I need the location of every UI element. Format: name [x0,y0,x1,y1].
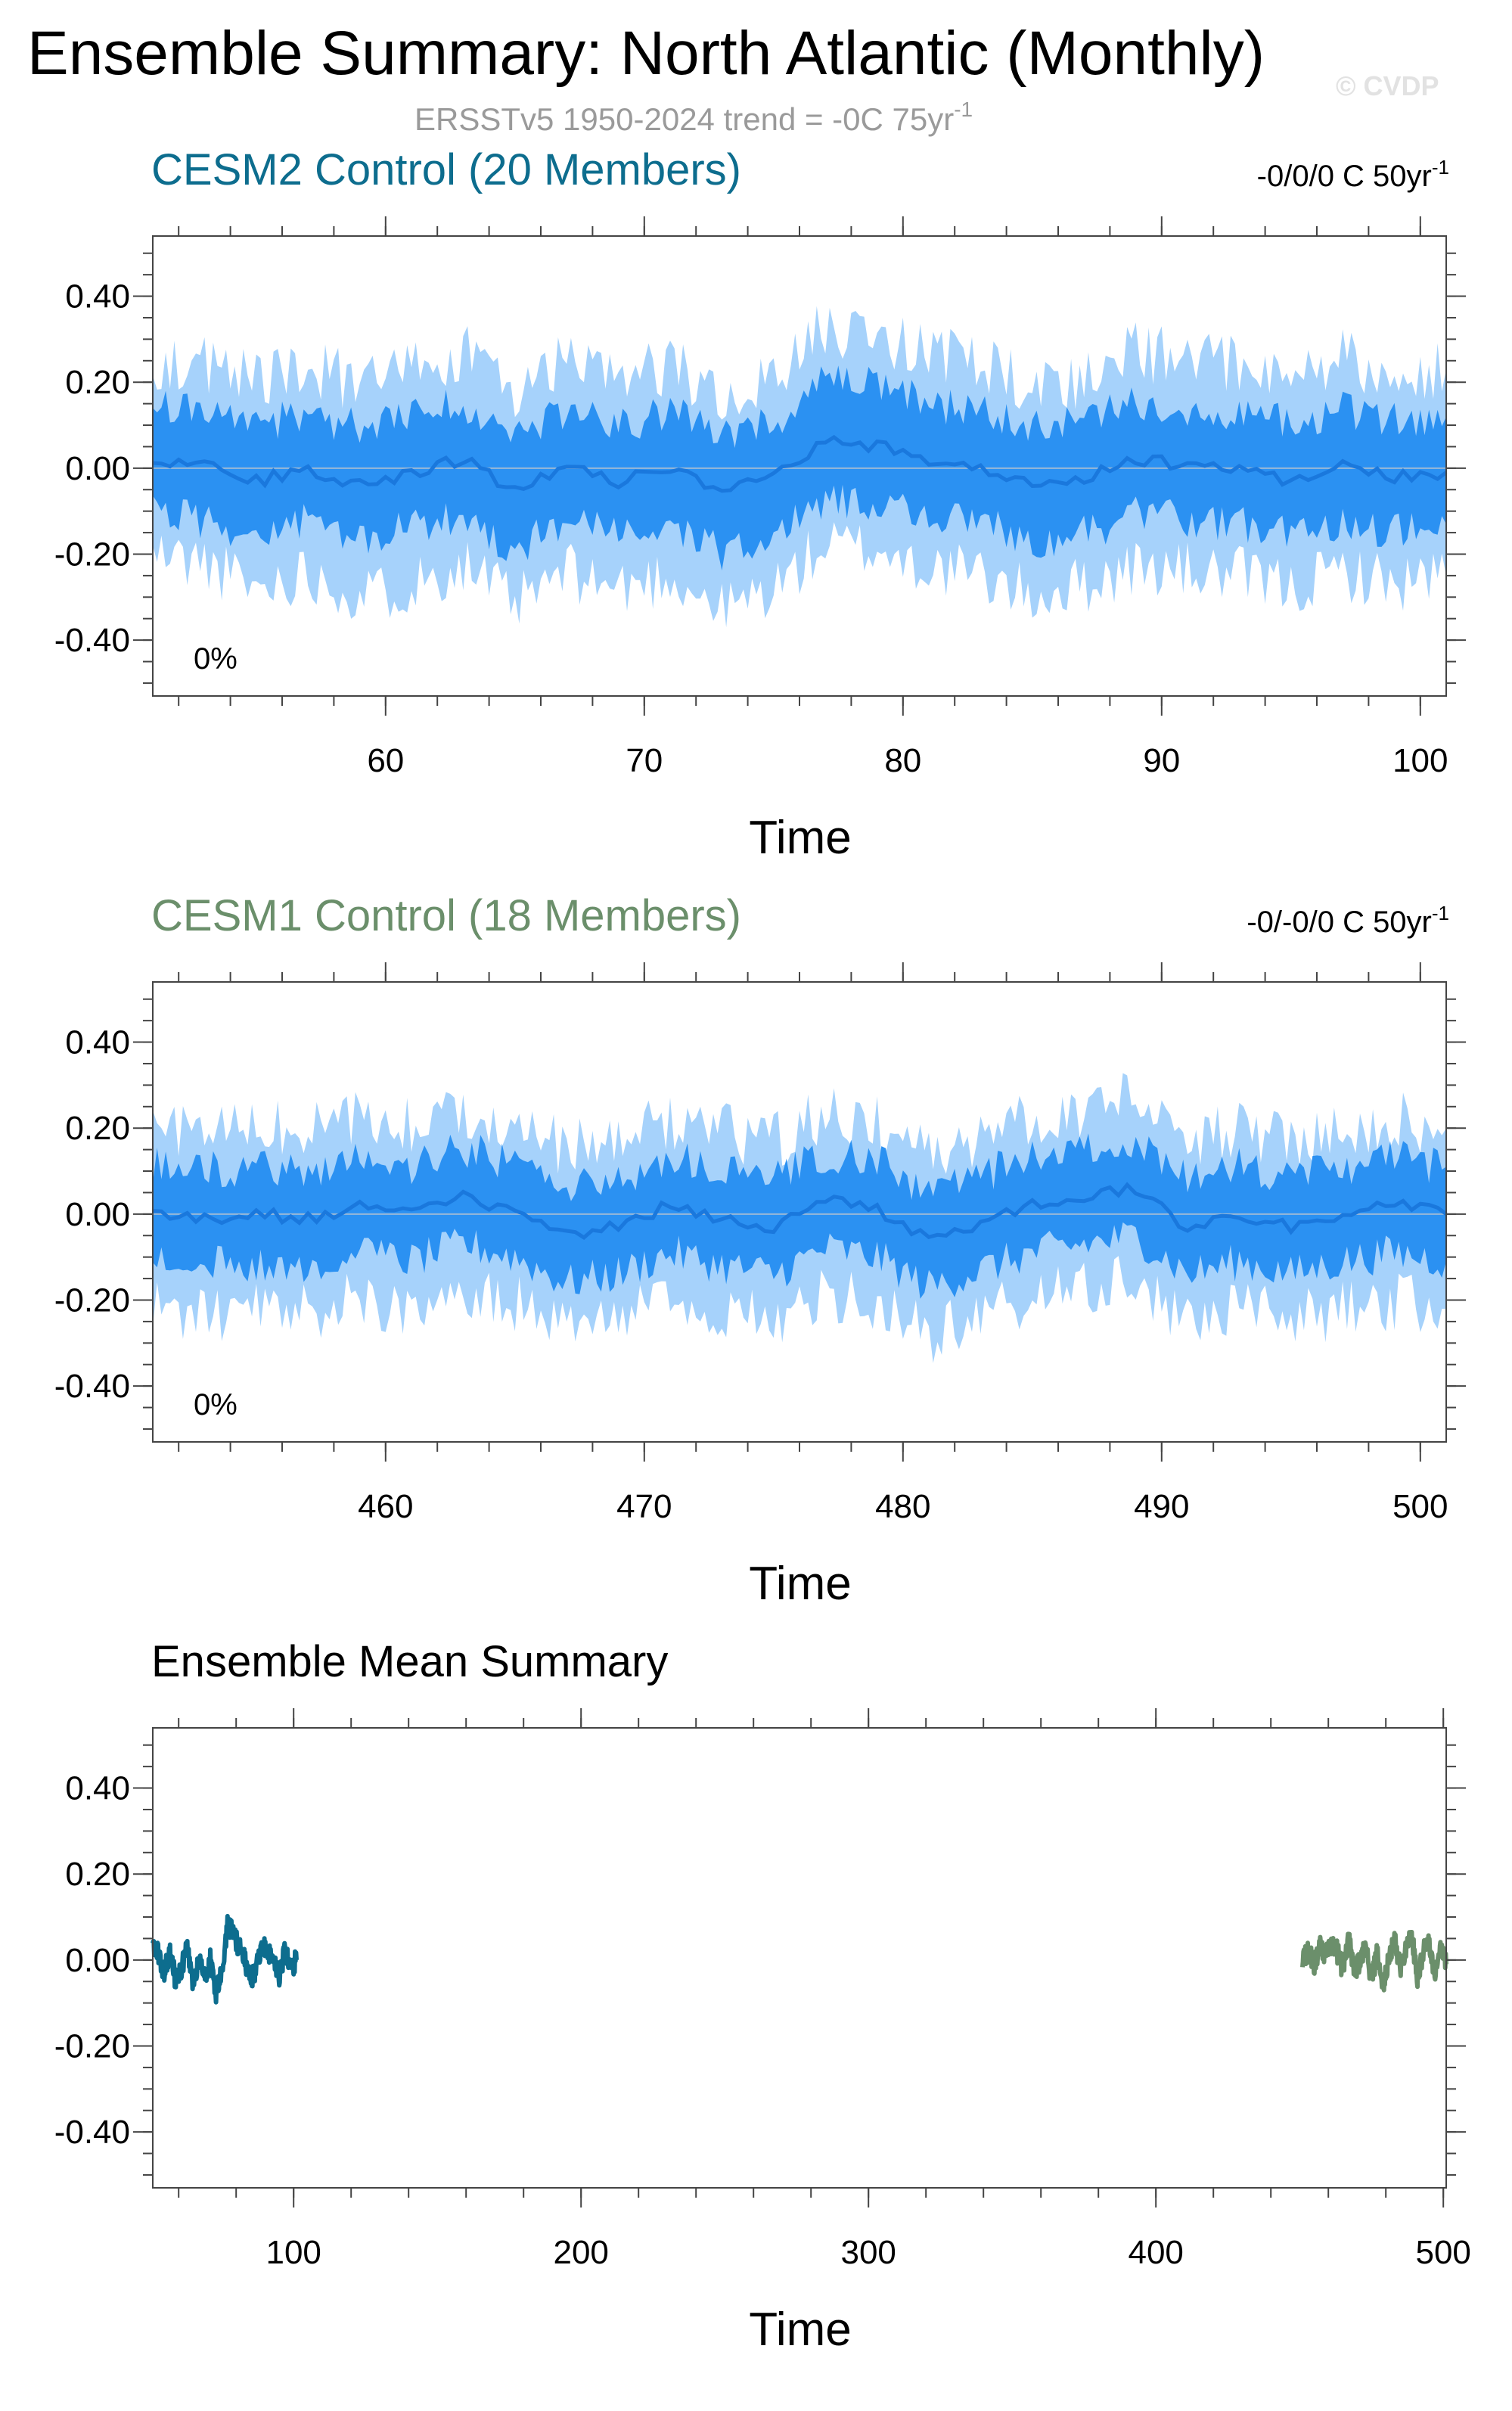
x-tick-label: 80 [884,742,921,779]
x-tick-label: 100 [265,2234,321,2271]
y-tick-label: 0.40 [65,1024,130,1061]
cvdp-watermark: © CVDP [1336,70,1439,101]
x-tick-label: 490 [1134,1488,1189,1525]
x-tick-label: 60 [367,742,404,779]
cesm1-mean-line [1300,1930,1448,1993]
figure-subtitle: ERSSTv5 1950-2024 trend = -0C 75yr-1 [414,98,973,137]
y-tick-label: -0.40 [54,622,130,659]
trend-label: -0/-0/0 C 50yr-1 [1247,902,1449,939]
y-tick-label: -0.20 [54,536,130,573]
y-tick-label: -0.40 [54,2114,130,2151]
y-tick-label: -0.20 [54,1282,130,1319]
ensemble-mean-panel: Ensemble Mean Summary 0.40 0.20 0.00 -0.20 -… [54,1637,1471,2356]
x-tick-label: 300 [840,2234,896,2271]
plot-area: 0.40 0.20 0.00 -0.20 -0.40 60 70 80 90 100 [54,216,1466,779]
x-tick-label: 200 [553,2234,608,2271]
x-tick-label: 400 [1128,2234,1183,2271]
cesm2-panel: CESM2 Control (20 Members) -0/0/0 C 50yr… [54,145,1466,864]
y-tick-label: -0.20 [54,2027,130,2065]
x-tick-label: 470 [616,1488,672,1525]
x-tick-label: 90 [1143,742,1180,779]
plot-frame [152,1727,1447,2189]
x-tick-label: 70 [626,742,663,779]
y-tick-label: 0.20 [65,1110,130,1147]
cesm2-mean-line [151,1913,299,2005]
percent-label: 0% [194,1388,238,1421]
figure-title: Ensemble Summary: North Atlantic (Monthl… [27,19,1265,88]
panel-title: CESM1 Control (18 Members) [151,891,741,940]
percent-label: 0% [194,642,238,676]
x-tick-label: 100 [1392,742,1448,779]
x-tick-label: 500 [1415,2234,1470,2271]
plot-area: 0.40 0.20 0.00 -0.20 -0.40 460 470 480 490 500 [54,962,1466,1525]
x-tick-label: 480 [875,1488,930,1525]
y-tick-label: 0.00 [65,450,130,487]
trend-label: -0/0/0 C 50yr-1 [1257,156,1449,193]
ensemble-mean-line [152,434,1448,493]
y-tick-label: 0.20 [65,364,130,401]
x-tick-label: 500 [1392,1488,1448,1525]
panel-title: CESM2 Control (20 Members) [151,145,741,194]
y-tick-label: 0.20 [65,1856,130,1893]
panel-title: Ensemble Mean Summary [151,1637,668,1686]
y-tick-label: 0.40 [65,1770,130,1807]
x-axis-label: Time [749,812,851,864]
ensemble-mean-line [152,1182,1448,1241]
y-tick-label: 0.00 [65,1196,130,1233]
plot-area: 0.40 0.20 0.00 -0.20 -0.40 100 200 300 400 500 [54,1708,1471,2271]
inner-range-band [153,1133,1446,1299]
x-axis-label: Time [749,1558,851,1610]
x-axis-label: Time [749,2304,851,2356]
x-tick-label: 460 [358,1488,413,1525]
y-tick-label: 0.40 [65,278,130,315]
y-tick-label: 0.00 [65,1942,130,1979]
cesm1-panel: CESM1 Control (18 Members) -0/-0/0 C 50y… [54,891,1466,1610]
y-tick-label: -0.40 [54,1368,130,1405]
